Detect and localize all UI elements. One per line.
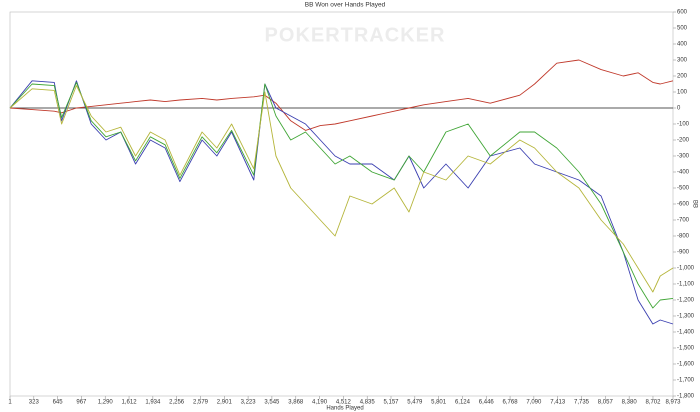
y-tick-label: -900 <box>677 250 690 256</box>
x-tick-label: 6,446 <box>479 400 495 406</box>
x-tick-label: 323 <box>29 400 40 406</box>
x-tick-label: 2,256 <box>169 400 185 406</box>
y-tick-label: -1,300 <box>677 314 695 320</box>
y-tick-label: -400 <box>677 170 690 176</box>
y-tick-label: -1,000 <box>677 266 695 272</box>
chart-title: BB Won over Hands Played <box>305 2 386 9</box>
y-tick-label: -1,100 <box>677 282 695 288</box>
x-tick-label: 3,868 <box>288 400 304 406</box>
series-line <box>9 80 674 325</box>
y-tick-label: -1,400 <box>677 330 695 336</box>
y-tick-label: -500 <box>677 186 690 192</box>
x-tick-label: 7,090 <box>526 400 542 406</box>
y-tick-label: 100 <box>677 90 688 96</box>
y-tick-label: -800 <box>677 234 690 240</box>
x-tick-label: 8,973 <box>665 400 681 406</box>
x-tick-label: 3,223 <box>241 400 257 406</box>
series-line <box>9 59 674 131</box>
x-tick-label: 1,612 <box>122 400 138 406</box>
x-axis-label: Hands Played <box>326 406 363 412</box>
y-tick-label: -200 <box>677 138 690 144</box>
series-line <box>9 85 674 293</box>
x-tick-label: 2,579 <box>193 400 209 406</box>
y-axis-label: BB <box>691 200 697 208</box>
y-tick-label: 600 <box>677 10 688 16</box>
x-tick-label: 8,702 <box>645 400 661 406</box>
x-tick-label: 645 <box>53 400 64 406</box>
y-tick-label: -1,500 <box>677 346 695 352</box>
x-tick-label: 6,768 <box>503 400 519 406</box>
x-tick-label: 7,735 <box>574 400 590 406</box>
x-tick-label: 7,413 <box>550 400 566 406</box>
x-tick-label: 4,512 <box>336 400 352 406</box>
x-tick-label: 1,934 <box>145 400 161 406</box>
x-tick-label: 1,290 <box>98 400 114 406</box>
x-tick-label: 1 <box>8 400 12 406</box>
y-tick-label: -1,800 <box>677 394 695 400</box>
x-tick-label: 5,157 <box>384 400 400 406</box>
y-tick-label: -100 <box>677 122 690 128</box>
y-tick-label: 400 <box>677 42 688 48</box>
x-tick-label: 4,190 <box>312 400 328 406</box>
watermark: POKERTRACKER <box>265 24 446 46</box>
y-tick-label: 500 <box>677 26 688 32</box>
y-tick-label: -300 <box>677 154 690 160</box>
y-tick-label: -700 <box>677 218 690 224</box>
y-tick-label: -600 <box>677 202 690 208</box>
x-tick-label: 8,380 <box>622 400 638 406</box>
y-tick-label: 300 <box>677 58 688 64</box>
x-tick-label: 5,801 <box>431 400 447 406</box>
x-tick-label: 6,124 <box>455 400 471 406</box>
x-tick-label: 3,545 <box>264 400 280 406</box>
x-tick-label: 967 <box>76 400 87 406</box>
y-tick-label: 0 <box>677 106 681 112</box>
y-tick-label: 200 <box>677 74 688 80</box>
series-line <box>9 81 674 309</box>
y-tick-label: -1,200 <box>677 298 695 304</box>
x-tick-label: 8,057 <box>598 400 614 406</box>
x-tick-label: 5,479 <box>407 400 423 406</box>
y-tick-label: -1,600 <box>677 362 695 368</box>
x-tick-label: 2,901 <box>217 400 233 406</box>
x-tick-label: 4,835 <box>360 400 376 406</box>
y-tick-label: -1,700 <box>677 378 695 384</box>
plot-frame <box>9 11 674 397</box>
